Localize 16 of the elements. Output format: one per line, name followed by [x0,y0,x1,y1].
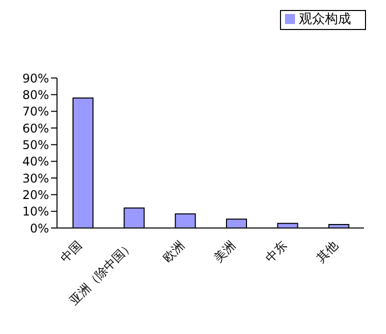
y-tick-label: 50% [22,138,49,152]
y-tick-label: 70% [22,104,49,119]
y-tick-label: 0% [30,221,49,236]
y-tick-label: 30% [22,171,49,186]
y-tick-label: 40% [22,154,49,169]
y-tick-label: 80% [22,88,49,102]
y-tick-label: 60% [22,121,49,136]
y-tick-label: 10% [22,204,49,219]
x-tick-label: 中东 [262,238,290,266]
y-tick-label: 90% [22,71,49,86]
x-tick-label: 美洲 [211,238,238,266]
legend-label: 观众构成 [299,12,351,27]
x-tick-label: 其他 [314,238,341,266]
x-tick-label: 欧洲 [160,238,188,266]
y-tick-label: 20% [22,188,49,202]
x-tick-label: 中国 [58,238,85,266]
